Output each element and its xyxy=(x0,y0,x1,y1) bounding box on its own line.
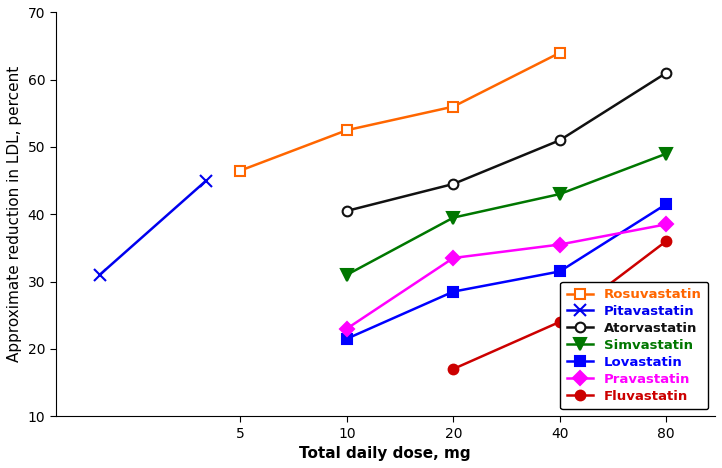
Atorvastatin xyxy=(555,138,564,143)
Pitavastatin xyxy=(202,178,211,183)
Atorvastatin xyxy=(449,181,458,187)
Rosuvastatin xyxy=(342,127,351,133)
Lovastatin xyxy=(342,336,351,342)
Simvastatin xyxy=(342,272,351,278)
Rosuvastatin xyxy=(555,50,564,56)
Pravastatin xyxy=(555,242,564,248)
Pravastatin xyxy=(662,221,671,227)
Line: Rosuvastatin: Rosuvastatin xyxy=(235,48,565,176)
Rosuvastatin xyxy=(449,104,458,110)
Atorvastatin xyxy=(342,208,351,214)
Pitavastatin xyxy=(95,272,104,278)
X-axis label: Total daily dose, mg: Total daily dose, mg xyxy=(300,446,471,461)
Atorvastatin xyxy=(662,70,671,76)
Pravastatin xyxy=(342,326,351,331)
Line: Lovastatin: Lovastatin xyxy=(342,199,671,344)
Line: Fluvastatin: Fluvastatin xyxy=(448,236,671,374)
Lovastatin xyxy=(555,269,564,274)
Y-axis label: Approximate reduction in LDL, percent: Approximate reduction in LDL, percent xyxy=(7,66,22,362)
Line: Simvastatin: Simvastatin xyxy=(342,148,671,280)
Rosuvastatin xyxy=(236,168,245,173)
Simvastatin xyxy=(449,215,458,220)
Fluvastatin xyxy=(555,319,564,325)
Simvastatin xyxy=(555,191,564,197)
Legend: Rosuvastatin, Pitavastatin, Atorvastatin, Simvastatin, Lovastatin, Pravastatin, : Rosuvastatin, Pitavastatin, Atorvastatin… xyxy=(560,282,708,410)
Fluvastatin xyxy=(662,238,671,244)
Line: Atorvastatin: Atorvastatin xyxy=(342,68,671,216)
Pravastatin xyxy=(449,255,458,261)
Line: Pravastatin: Pravastatin xyxy=(342,219,671,334)
Lovastatin xyxy=(662,201,671,207)
Lovastatin xyxy=(449,289,458,294)
Simvastatin xyxy=(662,151,671,156)
Line: Pitavastatin: Pitavastatin xyxy=(93,175,212,281)
Fluvastatin xyxy=(449,366,458,372)
